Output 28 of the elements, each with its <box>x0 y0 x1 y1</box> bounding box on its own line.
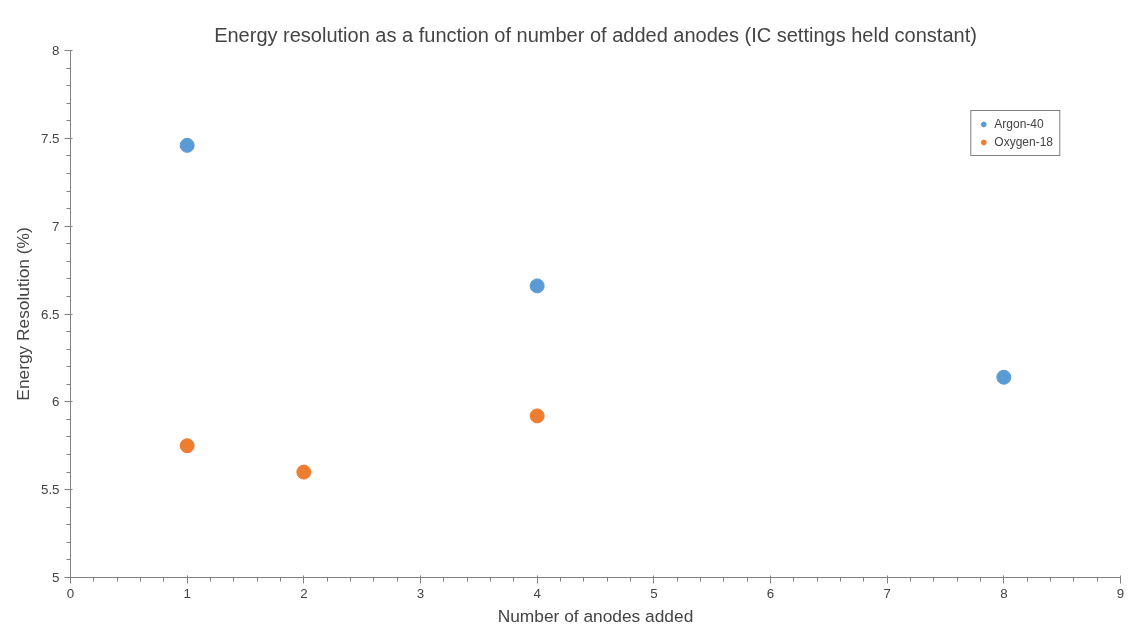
y-tick-label: 7 <box>52 218 60 234</box>
y-tick-label: 6.5 <box>40 306 60 322</box>
x-tick-label: 0 <box>66 585 75 601</box>
x-tick-label: 1 <box>183 585 191 601</box>
y-tick-label: 7.5 <box>40 130 60 146</box>
x-tick-label: 7 <box>883 585 891 601</box>
point <box>179 137 195 153</box>
y-tick-label: 5.5 <box>40 482 60 498</box>
x-tick-label: 4 <box>533 585 542 601</box>
point <box>179 438 195 454</box>
x-tick-label: 3 <box>416 585 425 601</box>
x-tick-label: 5 <box>650 585 658 601</box>
legend-label: Oxygen-18 <box>994 135 1053 149</box>
point <box>529 408 545 424</box>
x-tick-label: 6 <box>766 585 775 601</box>
point <box>996 369 1012 385</box>
x-tick-label: 9 <box>1116 585 1125 601</box>
y-tick-label: 8 <box>52 43 60 58</box>
y-tick-label: 6 <box>52 394 60 410</box>
point <box>529 278 545 294</box>
x-tick-label: 2 <box>300 585 308 601</box>
legend-label: Argon-40 <box>994 117 1044 131</box>
x-axis-title: Number of anodes added <box>497 605 694 626</box>
y-tick-label: 5 <box>52 570 60 585</box>
chart-title: Energy resolution as a function of number of added anodes (IC settings held constant) <box>214 23 977 46</box>
point <box>296 464 312 480</box>
y-axis-title: Energy Resolution (%) <box>12 227 33 401</box>
x-tick-label: 8 <box>1000 585 1008 601</box>
